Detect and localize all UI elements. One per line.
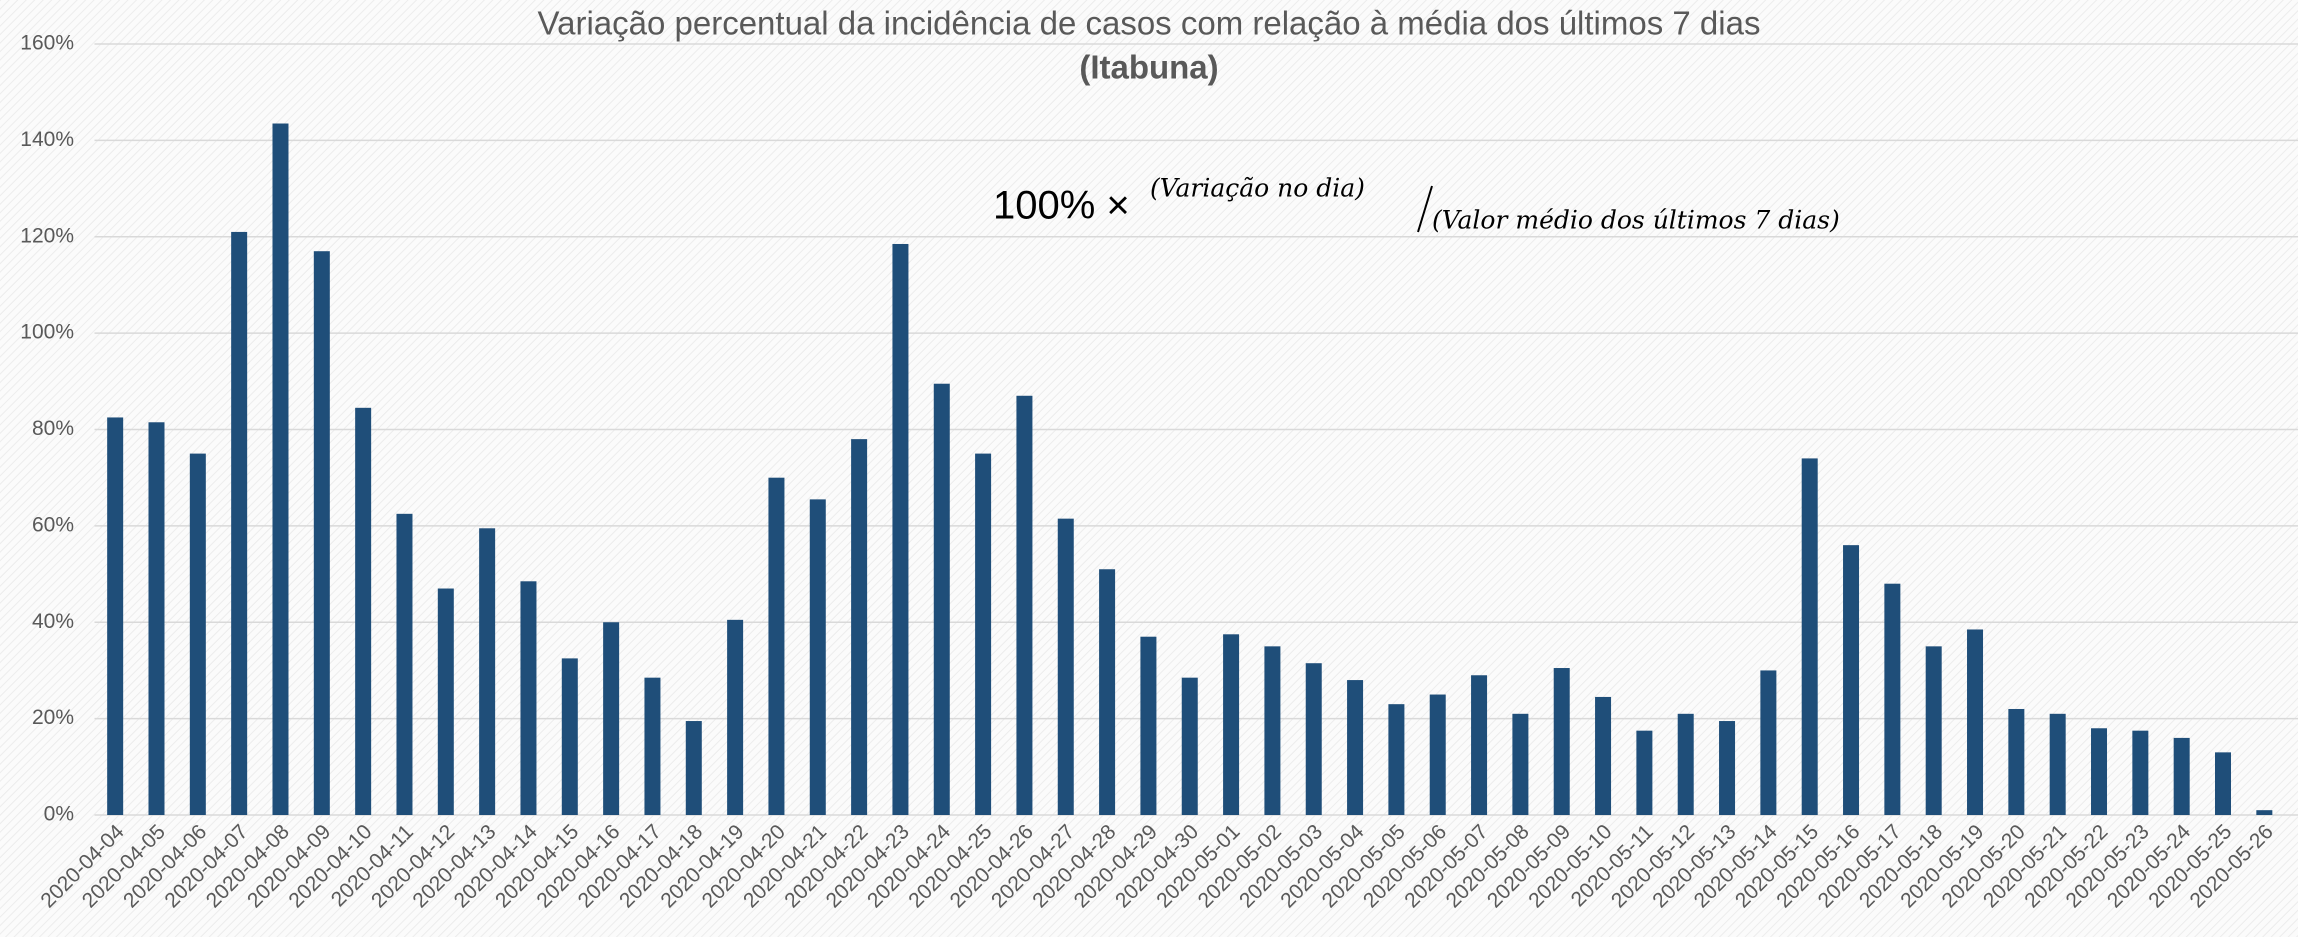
bar bbox=[355, 407, 372, 815]
y-tick-label: 0% bbox=[44, 803, 74, 826]
bar bbox=[437, 588, 454, 815]
bar bbox=[2008, 708, 2025, 815]
bar bbox=[975, 453, 992, 815]
bar bbox=[768, 477, 785, 815]
bar bbox=[1719, 721, 1736, 815]
y-tick-label: 140% bbox=[20, 128, 74, 151]
bar bbox=[1843, 545, 1860, 815]
bar bbox=[520, 581, 537, 815]
bar bbox=[1512, 713, 1529, 815]
bar bbox=[851, 439, 868, 815]
chart-subtitle: (Itabuna) bbox=[1079, 49, 1218, 86]
bar bbox=[603, 622, 620, 815]
bar bbox=[1884, 583, 1901, 815]
bar bbox=[561, 658, 578, 815]
bar bbox=[1181, 677, 1198, 815]
bar bbox=[1347, 680, 1364, 815]
bar bbox=[1471, 675, 1488, 815]
bar bbox=[189, 453, 206, 815]
y-tick-label: 80% bbox=[32, 417, 74, 440]
y-tick-label: 160% bbox=[20, 32, 74, 55]
bar bbox=[809, 499, 826, 815]
bar bbox=[231, 231, 248, 815]
formula-prefix: 100% × bbox=[993, 184, 1130, 228]
bar bbox=[1223, 634, 1240, 815]
bar bbox=[2256, 810, 2273, 815]
bar bbox=[727, 619, 744, 815]
bar bbox=[107, 417, 124, 815]
bar bbox=[1388, 704, 1405, 815]
bar bbox=[272, 123, 289, 815]
y-tick-label: 40% bbox=[32, 610, 74, 633]
bar bbox=[2215, 752, 2232, 815]
bar bbox=[892, 243, 909, 815]
bar bbox=[1677, 713, 1694, 815]
bar bbox=[1760, 670, 1777, 815]
bar bbox=[479, 528, 496, 815]
bar bbox=[313, 251, 330, 816]
y-tick-label: 60% bbox=[32, 513, 74, 536]
bar bbox=[396, 513, 413, 815]
bar bbox=[1429, 694, 1446, 815]
bar bbox=[933, 383, 950, 815]
formula-slash bbox=[1417, 185, 1433, 233]
formula-denominator: (Valor médio dos últimos 7 dias) bbox=[1432, 206, 1840, 235]
bar bbox=[1016, 395, 1033, 815]
bar bbox=[1636, 730, 1653, 815]
bar bbox=[1264, 646, 1281, 815]
bar bbox=[1099, 569, 1116, 815]
bar bbox=[644, 677, 661, 815]
bar bbox=[1595, 696, 1612, 815]
bar bbox=[1925, 646, 1942, 815]
bar bbox=[1057, 518, 1074, 815]
bar bbox=[1305, 663, 1322, 815]
chart-title: Variação percentual da incidência de cas… bbox=[538, 5, 1761, 42]
bar bbox=[2132, 730, 2149, 815]
bar bbox=[2091, 728, 2108, 815]
bar bbox=[148, 422, 165, 815]
bar bbox=[1967, 629, 1984, 815]
bar bbox=[2173, 737, 2190, 815]
bar bbox=[2049, 713, 2066, 815]
formula-numerator: (Variação no dia) bbox=[1150, 174, 1365, 203]
y-tick-label: 20% bbox=[32, 706, 74, 729]
y-tick-label: 120% bbox=[20, 224, 74, 247]
bar bbox=[1801, 458, 1818, 815]
y-tick-label: 100% bbox=[20, 321, 74, 344]
bar bbox=[685, 721, 702, 815]
bar bbox=[1553, 668, 1570, 815]
bar bbox=[1140, 636, 1157, 815]
